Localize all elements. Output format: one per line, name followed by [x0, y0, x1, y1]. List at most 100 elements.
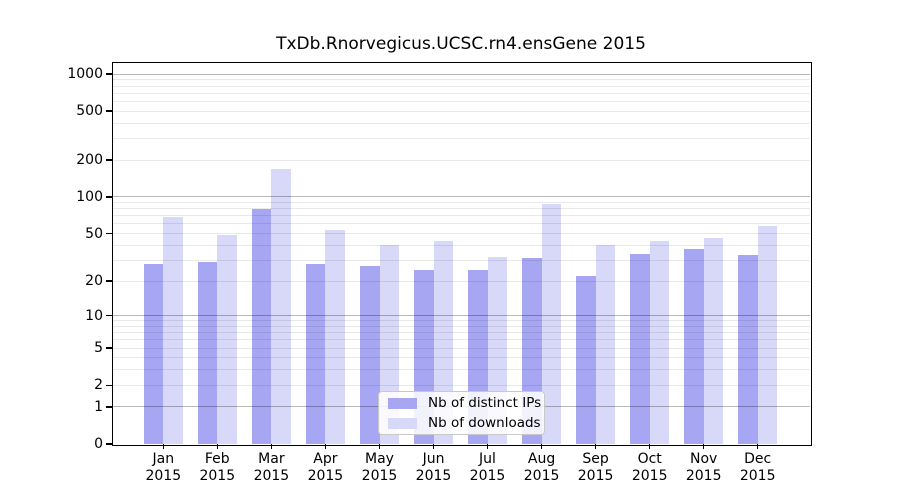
x-tick-mark-apr [324, 444, 327, 449]
plot-area [112, 62, 810, 444]
gridline-9 [112, 320, 810, 322]
gridline-500 [112, 110, 810, 112]
x-label-year: 2015 [307, 468, 344, 484]
y-tick-label-200: 200 [76, 152, 103, 168]
chart-title: TxDb.Rnorvegicus.UCSC.rn4.ensGene 2015 [276, 34, 646, 54]
gridline-30 [112, 259, 810, 261]
y-tick-label-500: 500 [76, 103, 103, 120]
bar-ips-mar [251, 208, 272, 444]
gridline-60 [112, 223, 810, 225]
x-tick-mark-dec [757, 444, 759, 449]
x-label-year: 2015 [199, 468, 236, 484]
x-tick-label-nov: Nov 2015 [672, 451, 736, 485]
x-label-month: Aug [527, 451, 556, 467]
y-tick-label-10: 10 [85, 307, 103, 324]
gridline-700 [112, 92, 810, 94]
y-tick-label-5: 5 [94, 340, 103, 357]
gridline-40 [112, 244, 810, 246]
grid-layer [112, 62, 810, 444]
gridline-10 [112, 315, 810, 317]
legend-swatch-distinct-ips [388, 397, 417, 409]
legend-label-distinct-ips: Nb of distinct IPs [428, 395, 542, 411]
x-label-year: 2015 [415, 468, 452, 484]
y-tick-label-2: 2 [94, 377, 103, 394]
y-tick-label-20: 20 [85, 273, 103, 289]
bar-downloads-feb [217, 234, 237, 444]
x-label-year: 2015 [739, 468, 776, 484]
gridline-20 [112, 280, 810, 282]
x-tick-label-oct: Oct 2015 [618, 451, 682, 485]
x-tick-label-feb: Feb 2015 [185, 451, 249, 485]
x-label-month: Dec [744, 451, 772, 467]
bar-ips-oct [630, 253, 650, 444]
gridline-7 [112, 332, 810, 334]
x-label-month: Nov [690, 451, 718, 467]
x-label-year: 2015 [145, 468, 182, 484]
y-tick-label-1: 1 [94, 398, 103, 415]
bar-ips-dec [738, 255, 758, 444]
gridline-100 [112, 196, 810, 198]
x-tick-label-apr: Apr 2015 [293, 451, 357, 485]
x-label-year: 2015 [685, 468, 722, 484]
x-tick-label-sep: Sep 2015 [564, 451, 628, 485]
x-label-year: 2015 [253, 468, 290, 484]
y-tick-label-100: 100 [76, 188, 103, 205]
bar-ips-nov [684, 249, 704, 444]
gridline-5 [112, 347, 810, 349]
gridline-4 [112, 357, 810, 359]
x-label-month: May [365, 451, 394, 467]
bar-downloads-dec [757, 225, 778, 444]
bar-ips-apr [305, 263, 326, 444]
x-tick-mark-jul [486, 444, 489, 449]
gridline-900 [112, 79, 810, 81]
bar-ips-feb [197, 261, 218, 444]
legend-swatch-downloads [388, 417, 417, 429]
gridline-600 [112, 100, 810, 102]
legend-item-distinct-ips: Nb of distinct IPs [388, 395, 541, 411]
gridline-70 [112, 215, 810, 217]
bar-downloads-oct [649, 241, 670, 444]
x-tick-label-aug: Aug 2015 [510, 451, 574, 485]
x-label-year: 2015 [361, 468, 398, 484]
y-tick-label-0: 0 [94, 436, 103, 452]
gridline-8 [112, 325, 810, 327]
y-tick-label-50: 50 [85, 225, 103, 242]
legend: Nb of distinct IPs Nb of downloads [378, 391, 545, 435]
y-tick-label-1000: 1000 [67, 66, 103, 82]
gridline-3 [112, 369, 810, 371]
bar-downloads-apr [325, 230, 345, 444]
gridline-6 [112, 339, 810, 341]
legend-label-downloads: Nb of downloads [428, 415, 541, 431]
bar-downloads-jan [163, 217, 183, 444]
gridline-80 [112, 208, 810, 210]
bar-downloads-mar [271, 168, 291, 444]
bar-ips-sep [576, 276, 596, 444]
bar-ips-may [360, 265, 380, 444]
x-tick-label-jul: Jul 2015 [456, 451, 520, 485]
x-label-year: 2015 [631, 468, 668, 484]
gridline-800 [112, 85, 810, 87]
x-tick-label-may: May 2015 [348, 451, 412, 485]
x-label-month: Jul [479, 451, 496, 467]
x-tick-mark-jan [162, 444, 164, 449]
gridline-90 [112, 202, 810, 203]
bar-ips-jan [143, 263, 164, 444]
x-tick-mark-mar [270, 444, 273, 449]
x-label-month: Apr [313, 451, 338, 467]
x-tick-mark-jun [432, 444, 435, 449]
x-tick-mark-may [378, 444, 381, 449]
x-label-month: Oct [637, 451, 662, 467]
gridline-50 [112, 233, 810, 234]
gridline-400 [112, 122, 810, 124]
x-tick-label-mar: Mar 2015 [239, 451, 303, 485]
x-tick-mark-nov [703, 444, 705, 449]
gridline-300 [112, 137, 810, 139]
x-label-month: Jun [422, 451, 445, 467]
x-tick-label-jun: Jun 2015 [402, 451, 466, 485]
x-label-year: 2015 [469, 468, 506, 484]
x-tick-mark-sep [594, 444, 597, 449]
x-label-year: 2015 [577, 468, 614, 484]
bar-downloads-nov [703, 237, 724, 444]
x-tick-mark-feb [216, 444, 218, 449]
